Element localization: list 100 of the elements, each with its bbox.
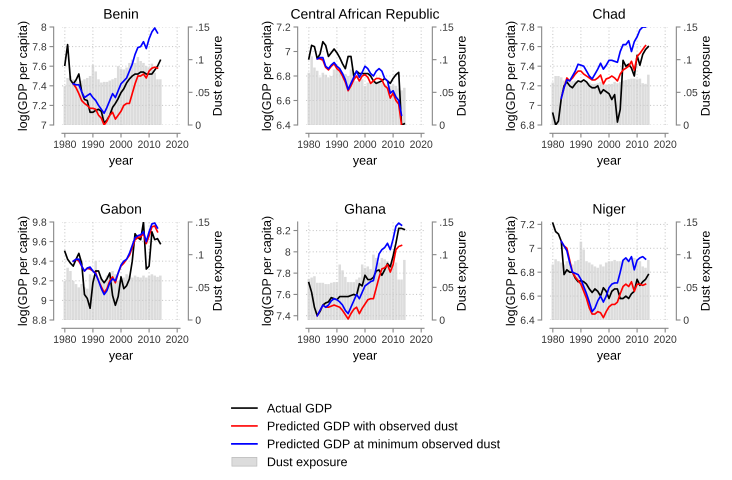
chart-title: Chad	[593, 8, 625, 19]
y-tick-label: 7.4	[32, 82, 46, 90]
x-tick-label: 1990	[82, 336, 104, 343]
legend-label: Predicted GDP with observed dust	[268, 421, 458, 430]
x-tick-label: 2010	[626, 140, 648, 148]
x-tick-label: 1980	[542, 140, 564, 148]
bar	[383, 84, 386, 125]
y-tick-label: 7.8	[520, 24, 534, 31]
y-axis-title: log(GDP per capita)	[262, 216, 274, 326]
x-tick-label: 1980	[298, 336, 320, 343]
y2-axis-title: Dust exposure	[700, 231, 712, 310]
x-axis-title: year	[352, 158, 377, 168]
chart-title: Gabon	[100, 204, 141, 214]
y-tick-label: 7.8	[32, 43, 46, 50]
y2-tick-label: 0	[440, 316, 445, 324]
y2-tick-label: 0	[196, 316, 201, 324]
line-series	[64, 44, 162, 124]
y-tick-label: 7	[529, 102, 534, 110]
bar	[80, 284, 83, 320]
y-tick-label: 8	[285, 248, 290, 256]
y2-tick-label: .1	[684, 251, 692, 258]
x-tick-label: 1980	[54, 336, 76, 343]
chart-title: Niger	[594, 204, 626, 217]
bar	[554, 76, 557, 125]
y-tick-label: 6.4	[276, 122, 290, 129]
y2-tick-label: .05	[684, 284, 698, 292]
bar	[159, 79, 162, 125]
y-tick-label: 6.8	[520, 268, 534, 276]
x-tick-label: 2010	[138, 336, 160, 343]
y-tick-label: 7.4	[276, 312, 290, 320]
y-tick-label: 7	[529, 244, 534, 252]
x-tick-label: 2010	[382, 336, 404, 343]
x-tick-label: 2020	[166, 140, 188, 148]
line-series	[552, 46, 650, 125]
chart-title: Benin	[104, 8, 138, 19]
y-tick-label: 9	[41, 296, 46, 304]
bar	[159, 276, 162, 320]
y-tick-label: 6.8	[276, 72, 290, 80]
y2-tick-label: .1	[196, 56, 204, 64]
x-axis-title: year	[596, 352, 621, 362]
y-tick-label: 7.2	[276, 24, 290, 31]
x-tick-label: 2020	[654, 140, 676, 148]
bar	[394, 262, 398, 320]
x-axis-title: year	[596, 158, 621, 168]
bar	[403, 260, 406, 320]
x-tick-label: 2000	[110, 336, 132, 343]
x-tick-label: 1990	[326, 336, 348, 343]
y-tick-label: 9.2	[32, 277, 46, 285]
y2-tick-label: .1	[440, 56, 448, 64]
x-tick-label: 1980	[54, 140, 76, 148]
y2-tick-label: 0	[684, 122, 689, 129]
y-tick-label: 6.6	[520, 292, 534, 300]
x-tick-label: 2010	[382, 140, 404, 148]
y-tick-label: 8.2	[276, 227, 290, 234]
y2-tick-label: .05	[196, 284, 210, 292]
y-tick-label: 8.8	[32, 316, 46, 324]
y-tick-label: 7	[285, 48, 290, 56]
bar	[638, 261, 642, 320]
line-series	[560, 27, 646, 100]
y-tick-label: 7.4	[520, 62, 534, 70]
x-tick-label: 2010	[138, 140, 160, 148]
y-tick-label: 7.2	[520, 82, 534, 90]
legend-label: Predicted GDP at minimum observed dust	[268, 439, 500, 448]
x-tick-label: 2000	[598, 336, 620, 343]
x-tick-label: 2000	[110, 140, 132, 148]
y-axis-title: log(GDP per capita)	[262, 22, 274, 130]
line-series	[72, 27, 158, 114]
x-tick-label: 2020	[410, 140, 432, 148]
y-tick-label: 9.4	[32, 258, 46, 266]
bar	[566, 261, 568, 320]
x-tick-label: 2020	[654, 336, 676, 343]
y2-tick-label: .1	[440, 251, 448, 258]
y2-tick-label: 0	[684, 316, 689, 324]
y-axis-title: log(GDP per capita)	[18, 22, 30, 130]
line-series	[308, 228, 406, 317]
y2-tick-label: .15	[684, 218, 698, 226]
y-tick-label: 7.8	[276, 270, 290, 278]
bar	[647, 74, 650, 125]
y-tick-label: 6.6	[276, 97, 290, 104]
y2-tick-label: .1	[684, 56, 692, 64]
y-tick-label: 8	[41, 24, 46, 31]
line-series	[552, 222, 650, 300]
x-tick-label: 2010	[626, 336, 648, 343]
x-axis-title: year	[352, 352, 377, 362]
y-tick-label: 7.2	[32, 102, 46, 110]
x-tick-label: 2000	[354, 140, 376, 148]
y2-axis-title: Dust exposure	[456, 36, 468, 116]
x-tick-label: 2000	[598, 140, 620, 148]
x-tick-label: 1990	[82, 140, 104, 148]
y2-tick-label: .15	[196, 24, 210, 31]
x-tick-label: 2020	[410, 336, 432, 343]
x-tick-label: 2000	[354, 336, 376, 343]
y-tick-label: 7.6	[520, 43, 534, 50]
legend-label: Actual GDP	[266, 403, 332, 413]
bar	[647, 260, 650, 320]
y2-tick-label: .05	[440, 88, 454, 96]
y2-axis-title: Dust exposure	[212, 36, 224, 116]
y2-axis-title: Dust exposure	[456, 231, 468, 310]
y2-axis-title: Dust exposure	[700, 36, 712, 116]
bar	[622, 80, 624, 125]
